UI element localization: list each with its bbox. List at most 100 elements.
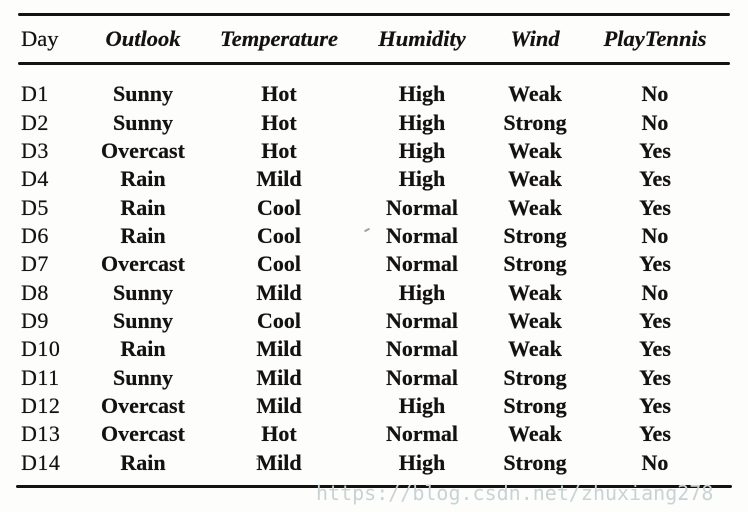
value-cell: Rain — [120, 166, 166, 192]
value-cell: Normal — [385, 222, 459, 248]
table-row: D5 Rain Cool Normal Weak Yes — [18, 193, 730, 221]
value-cell: Weak — [508, 81, 562, 107]
value-cell: Yes — [639, 251, 671, 277]
value-cell: Hot — [261, 137, 297, 163]
value-cell: Strong — [503, 364, 567, 390]
value-cell: Strong — [503, 449, 567, 475]
value-cell: High — [398, 81, 446, 107]
day-cell: D11 — [21, 364, 60, 390]
value-cell: Weak — [508, 307, 562, 333]
value-cell: Weak — [508, 336, 562, 362]
table-row: D10 Rain Mild Normal Weak Yes — [18, 335, 730, 363]
value-cell: Yes — [639, 194, 671, 220]
value-cell: Mild — [256, 449, 302, 475]
column-header-outlook: Outlook — [105, 25, 181, 51]
value-cell: Mild — [256, 364, 302, 390]
value-cell: High — [398, 392, 446, 418]
value-cell: Cool — [257, 222, 301, 248]
value-cell: No — [641, 279, 669, 305]
value-cell: Overcast — [101, 392, 185, 418]
value-cell: Strong — [503, 222, 567, 248]
table-row: D14 Rain Mild High Strong No — [18, 448, 730, 476]
value-cell: High — [398, 449, 446, 475]
value-cell: Rain — [120, 194, 166, 220]
value-cell: Cool — [257, 194, 301, 220]
column-header-wind: Wind — [510, 25, 560, 51]
day-cell: D3 — [21, 137, 49, 163]
value-cell: Yes — [639, 392, 671, 418]
table-bottom-rule — [16, 485, 732, 488]
table-row: D9 Sunny Cool Normal Weak Yes — [18, 307, 730, 335]
value-cell: Cool — [257, 307, 301, 333]
value-cell: Sunny — [113, 109, 173, 135]
value-cell: High — [398, 137, 446, 163]
table-header-row: Day Outlook Temperature Humidity Wind PlayTen… — [18, 16, 730, 62]
day-cell: D13 — [21, 421, 61, 447]
table-row: D3 Overcast Hot High Weak Yes — [18, 137, 730, 165]
value-cell: Hot — [261, 109, 297, 135]
column-header-humidity: Humidity — [378, 25, 466, 51]
day-cell: D6 — [21, 222, 49, 248]
day-cell: D14 — [21, 449, 61, 475]
value-cell: Strong — [503, 392, 567, 418]
value-cell: Rain — [120, 222, 166, 248]
value-cell: Weak — [508, 137, 562, 163]
value-cell: Rain — [120, 449, 166, 475]
table-top-rule — [18, 13, 730, 16]
value-cell: No — [641, 449, 669, 475]
value-cell: Sunny — [113, 307, 173, 333]
value-cell: Sunny — [113, 81, 173, 107]
value-cell: Normal — [385, 307, 459, 333]
table-row: D6 Rain Cool Normal Strong No — [18, 222, 730, 250]
watermark-url: https://blog.csdn.net/zhuxiang278 — [316, 481, 714, 505]
value-cell: Mild — [256, 336, 302, 362]
value-cell: Mild — [256, 166, 302, 192]
table-body: D1 Sunny Hot High Weak No D2 Sunny Hot High Strong… — [18, 80, 730, 477]
value-cell: Yes — [639, 364, 671, 390]
value-cell: High — [398, 166, 446, 192]
value-cell: No — [641, 81, 669, 107]
value-cell: Normal — [385, 364, 459, 390]
day-cell: D8 — [21, 279, 49, 305]
value-cell: Cool — [257, 251, 301, 277]
day-cell: D9 — [21, 307, 49, 333]
value-cell: No — [641, 109, 669, 135]
value-cell: Strong — [503, 251, 567, 277]
column-header-temperature: Temperature — [220, 25, 338, 51]
day-cell: D10 — [21, 336, 61, 362]
day-cell: D7 — [21, 251, 49, 277]
column-header-day: Day — [21, 25, 59, 51]
value-cell: Weak — [508, 166, 562, 192]
value-cell: High — [398, 109, 446, 135]
table-row: D2 Sunny Hot High Strong No — [18, 108, 730, 136]
table-row: D8 Sunny Mild High Weak No — [18, 278, 730, 306]
value-cell: Yes — [639, 137, 671, 163]
value-cell: No — [641, 222, 669, 248]
day-cell: D2 — [21, 109, 49, 135]
value-cell: Normal — [385, 336, 459, 362]
value-cell: Hot — [261, 81, 297, 107]
value-cell: Normal — [385, 421, 459, 447]
value-cell: Yes — [639, 307, 671, 333]
value-cell: Mild — [256, 392, 302, 418]
table-row: D7 Overcast Cool Normal Strong Yes — [18, 250, 730, 278]
value-cell: Rain — [120, 336, 166, 362]
day-cell: D1 — [21, 81, 49, 107]
table-row: D13 Overcast Hot Normal Weak Yes — [18, 420, 730, 448]
scan-artifact-dot — [256, 458, 261, 460]
value-cell: Hot — [261, 421, 297, 447]
table-row: D11 Sunny Mild Normal Strong Yes — [18, 363, 730, 391]
value-cell: Overcast — [101, 251, 185, 277]
value-cell: Normal — [385, 251, 459, 277]
day-cell: D12 — [21, 392, 61, 418]
value-cell: Weak — [508, 194, 562, 220]
value-cell: Yes — [639, 421, 671, 447]
table-row: D12 Overcast Mild High Strong Yes — [18, 392, 730, 420]
table-header-rule — [18, 62, 730, 65]
value-cell: Yes — [639, 336, 671, 362]
column-header-playtennis: PlayTennis — [603, 25, 707, 51]
table-row: D4 Rain Mild High Weak Yes — [18, 165, 730, 193]
value-cell: Mild — [256, 279, 302, 305]
value-cell: Weak — [508, 279, 562, 305]
